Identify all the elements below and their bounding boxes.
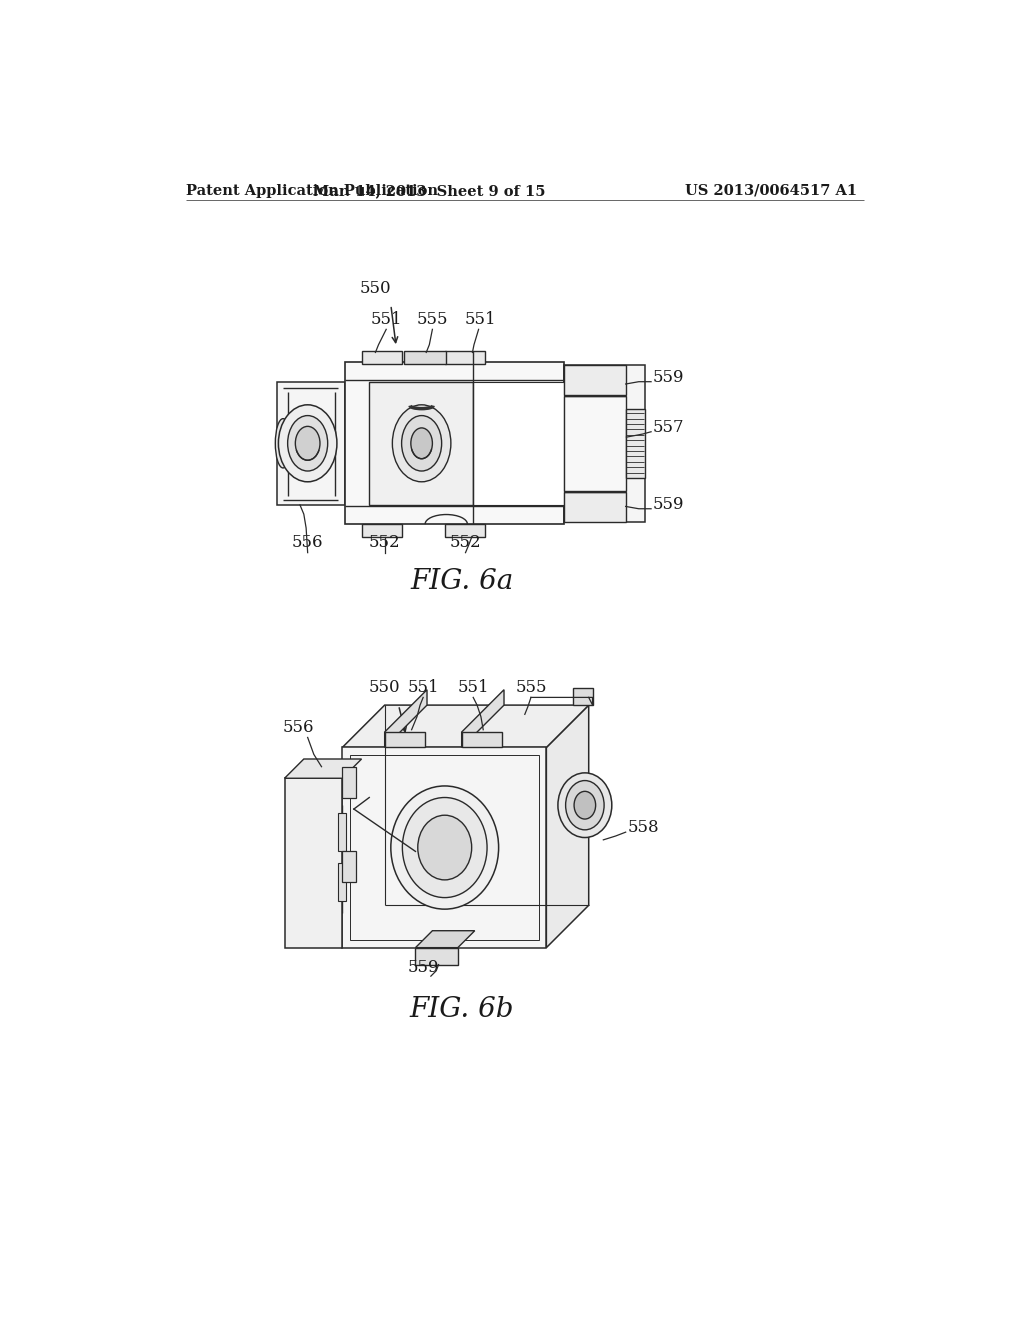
Bar: [564, 492, 626, 521]
Text: 558: 558: [628, 818, 658, 836]
Polygon shape: [573, 688, 593, 705]
Text: FIG. 6a: FIG. 6a: [410, 568, 513, 595]
Bar: [342, 767, 356, 797]
Bar: [564, 364, 645, 521]
Bar: [473, 381, 564, 506]
Text: Mar. 14, 2013  Sheet 9 of 15: Mar. 14, 2013 Sheet 9 of 15: [313, 183, 546, 198]
Text: 551: 551: [408, 678, 439, 696]
Polygon shape: [385, 689, 427, 747]
Bar: [342, 747, 547, 948]
Bar: [361, 524, 401, 537]
Ellipse shape: [402, 797, 487, 898]
Bar: [569, 401, 620, 486]
Bar: [385, 733, 425, 747]
Text: 559: 559: [408, 960, 439, 977]
Bar: [276, 381, 345, 506]
Bar: [462, 733, 502, 747]
Polygon shape: [342, 705, 589, 747]
Ellipse shape: [288, 416, 328, 471]
Ellipse shape: [275, 418, 291, 469]
Polygon shape: [285, 759, 361, 779]
Polygon shape: [416, 931, 475, 948]
Text: FIG. 6b: FIG. 6b: [410, 997, 514, 1023]
Ellipse shape: [558, 774, 611, 838]
Bar: [564, 396, 626, 491]
Ellipse shape: [391, 785, 499, 909]
Bar: [350, 755, 539, 940]
Bar: [342, 851, 356, 882]
Text: 557: 557: [652, 418, 684, 436]
Text: 551: 551: [458, 678, 489, 696]
Text: 559: 559: [652, 368, 684, 385]
Ellipse shape: [279, 405, 337, 482]
Ellipse shape: [392, 405, 451, 482]
Text: 556: 556: [283, 719, 314, 737]
Text: 555: 555: [515, 678, 547, 696]
Text: 552: 552: [450, 535, 481, 552]
Ellipse shape: [411, 428, 432, 459]
Ellipse shape: [295, 426, 319, 461]
Ellipse shape: [401, 416, 441, 471]
Text: 551: 551: [465, 310, 497, 327]
Bar: [564, 364, 626, 395]
Polygon shape: [285, 779, 342, 948]
Text: Patent Application Publication: Patent Application Publication: [186, 183, 438, 198]
Polygon shape: [462, 689, 504, 747]
Polygon shape: [547, 705, 589, 948]
Bar: [361, 351, 401, 364]
Bar: [416, 948, 458, 965]
Text: 559: 559: [652, 495, 684, 512]
Text: 552: 552: [369, 535, 400, 552]
Bar: [444, 524, 484, 537]
Ellipse shape: [565, 780, 604, 830]
Bar: [444, 351, 484, 364]
Bar: [370, 381, 473, 506]
Ellipse shape: [574, 792, 596, 818]
Bar: [339, 863, 346, 902]
Text: 551: 551: [371, 310, 402, 327]
Text: 550: 550: [369, 678, 400, 696]
Bar: [403, 351, 446, 364]
Bar: [626, 409, 645, 478]
Text: 555: 555: [417, 310, 449, 327]
Bar: [339, 813, 346, 851]
Text: US 2013/0064517 A1: US 2013/0064517 A1: [685, 183, 857, 198]
Bar: [345, 363, 564, 524]
Ellipse shape: [418, 816, 472, 880]
Text: 556: 556: [292, 535, 324, 552]
Text: 550: 550: [359, 280, 391, 297]
